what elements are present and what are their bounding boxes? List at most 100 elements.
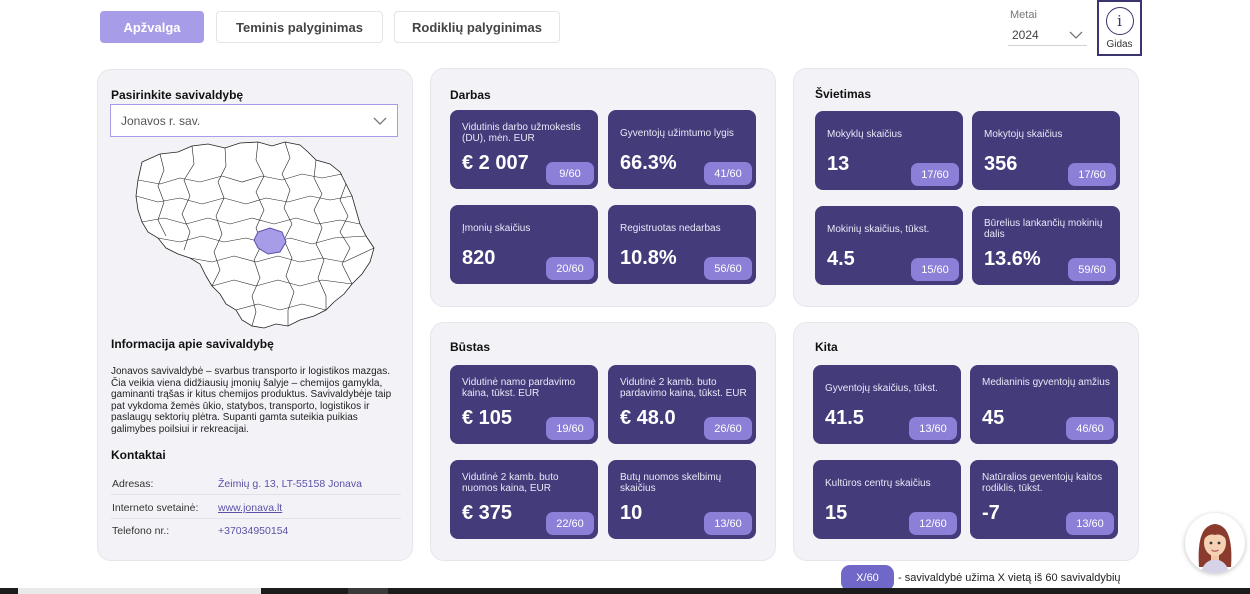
chevron-down-icon [373, 117, 387, 125]
assistant-face-icon [1198, 524, 1232, 573]
indicator-card[interactable]: Vidutinis darbo užmokestis (DU), mėn. EU… [450, 110, 598, 189]
indicator-card[interactable]: Vidutinė 2 kamb. buto pardavimo kaina, t… [608, 365, 756, 444]
card-value: 10.8% [620, 247, 677, 269]
darbas-title: Darbas [450, 88, 491, 102]
contact-row: Telefono nr.: +37034950154 [111, 518, 401, 542]
tab-indicator-comparison[interactable]: Rodiklių palyginimas [394, 11, 560, 43]
card-label: Registruotas nedarbas [620, 223, 721, 234]
contact-key: Adresas: [112, 478, 154, 490]
card-label: Butų nuomos skelbimų skaičius [620, 472, 722, 494]
taskbar-segment [348, 588, 388, 594]
indicator-card[interactable]: Įmonių skaičius 820 20/60 [450, 205, 598, 284]
card-label: Mokytojų skaičius [984, 129, 1063, 140]
rank-badge: 9/60 [546, 162, 594, 185]
indicator-card[interactable]: Vidutinė 2 kamb. buto nuomos kaina, EUR … [450, 460, 598, 539]
contact-address: Žeimių g. 13, LT-55158 Jonava [218, 478, 362, 490]
website-link[interactable]: www.jonava.lt [218, 502, 283, 514]
rank-badge: 17/60 [911, 163, 959, 186]
rank-badge: 22/60 [546, 512, 594, 535]
indicator-card[interactable]: Mokinių skaičius, tūkst. 4.5 15/60 [815, 206, 963, 285]
chevron-down-icon [1069, 31, 1083, 39]
card-value: -7 [982, 502, 1000, 524]
card-value: 15 [825, 502, 848, 524]
indicator-card[interactable]: Mokyklų skaičius 13 17/60 [815, 111, 963, 190]
card-label: Vidutinė 2 kamb. buto pardavimo kaina, t… [620, 377, 747, 399]
card-label: Mokyklų skaičius [827, 129, 903, 140]
card-value: 45 [982, 407, 1005, 429]
indicator-card[interactable]: Vidutinė namo pardavimo kaina, tūkst. EU… [450, 365, 598, 444]
rank-badge: 20/60 [546, 257, 594, 280]
card-label: Vidutinė namo pardavimo kaina, tūkst. EU… [462, 377, 576, 399]
rank-badge: 19/60 [546, 417, 594, 440]
card-label: Mokinių skaičius, tūkst. [827, 224, 930, 235]
guide-button[interactable]: i Gidas [1097, 0, 1142, 56]
info-icon: i [1105, 7, 1134, 35]
indicator-card[interactable]: Gyventojų skaičius, tūkst. 41.5 13/60 [813, 365, 961, 444]
tab-thematic-comparison[interactable]: Teminis palyginimas [216, 11, 383, 43]
guide-label: Gidas [1106, 39, 1133, 50]
card-label: Medianinis gyventojų amžius [982, 377, 1110, 388]
info-text: Jonavos savivaldybė – svarbus transporto… [111, 366, 392, 435]
indicator-card[interactable]: Natūralios geventojų kaitos rodiklis, tū… [970, 460, 1118, 539]
contact-row: Interneto svetainė: www.jonava.lt [111, 495, 401, 519]
indicator-card[interactable]: Kultūros centrų skaičius 15 12/60 [813, 460, 961, 539]
assistant-avatar[interactable] [1185, 513, 1245, 573]
municipality-select[interactable]: Jonavos r. sav. [110, 104, 398, 137]
svietimas-title: Švietimas [815, 87, 872, 101]
rank-badge: 12/60 [909, 512, 957, 535]
card-label: Gyventojų skaičius, tūkst. [825, 383, 938, 394]
legend-text: - savivaldybė užima X vietą iš 60 saviva… [898, 572, 1121, 584]
indicator-card[interactable]: Medianinis gyventojų amžius 45 46/60 [970, 365, 1118, 444]
indicator-card[interactable]: Mokytojų skaičius 356 17/60 [972, 111, 1120, 190]
select-municipality-title: Pasirinkite savivaldybę [111, 88, 244, 102]
card-value: 820 [462, 247, 496, 269]
indicator-card[interactable]: Registruotas nedarbas 10.8% 56/60 [608, 205, 756, 284]
card-label: Būrelius lankančių mokinių dalis [984, 218, 1103, 240]
rank-badge: 59/60 [1068, 258, 1116, 281]
card-label: Vidutinis darbo užmokestis (DU), mėn. EU… [462, 122, 581, 144]
card-value: € 375 [462, 502, 513, 524]
card-label: Natūralios geventojų kaitos rodiklis, tū… [982, 472, 1103, 494]
legend-badge: X/60 [841, 565, 894, 591]
rank-badge: 26/60 [704, 417, 752, 440]
rank-badge: 46/60 [1066, 417, 1114, 440]
year-value: 2024 [1012, 28, 1039, 42]
card-value: € 48.0 [620, 407, 676, 429]
kita-title: Kita [815, 340, 838, 354]
year-select[interactable]: 2024 [1008, 25, 1087, 46]
contact-phone: +37034950154 [218, 525, 289, 537]
card-value: 10 [620, 502, 643, 524]
tab-overview[interactable]: Apžvalga [100, 11, 204, 43]
card-value: 41.5 [825, 407, 864, 429]
taskbar-segment [18, 588, 261, 594]
contact-key: Interneto svetainė: [112, 502, 199, 514]
card-value: € 2 007 [462, 152, 529, 174]
rank-badge: 13/60 [909, 417, 957, 440]
indicator-card[interactable]: Būrelius lankančių mokinių dalis 13.6% 5… [972, 206, 1120, 285]
card-label: Gyventojų užimtumo lygis [620, 128, 734, 139]
selected-municipality-region[interactable] [253, 227, 287, 255]
card-value: 13 [827, 153, 850, 175]
bustas-title: Būstas [450, 340, 491, 354]
card-label: Kultūros centrų skaičius [825, 478, 931, 489]
rank-badge: 13/60 [704, 512, 752, 535]
lithuania-map[interactable] [130, 140, 380, 330]
taskbar [0, 588, 1250, 594]
rank-badge: 13/60 [1066, 512, 1114, 535]
card-label: Įmonių skaičius [462, 223, 531, 234]
card-label: Vidutinė 2 kamb. buto nuomos kaina, EUR [462, 472, 559, 494]
card-value: 4.5 [827, 248, 855, 270]
info-title: Informacija apie savivaldybę [111, 337, 274, 351]
rank-badge: 41/60 [704, 162, 752, 185]
rank-badge: 15/60 [911, 258, 959, 281]
rank-badge: 17/60 [1068, 163, 1116, 186]
indicator-card[interactable]: Gyventojų užimtumo lygis 66.3% 41/60 [608, 110, 756, 189]
card-value: 356 [984, 153, 1018, 175]
indicator-card[interactable]: Butų nuomos skelbimų skaičius 10 13/60 [608, 460, 756, 539]
rank-badge: 56/60 [704, 257, 752, 280]
contact-row: Adresas: Žeimių g. 13, LT-55158 Jonava [111, 471, 401, 495]
year-label: Metai [1010, 9, 1037, 21]
card-value: 13.6% [984, 248, 1041, 270]
contact-key: Telefono nr.: [112, 525, 170, 537]
